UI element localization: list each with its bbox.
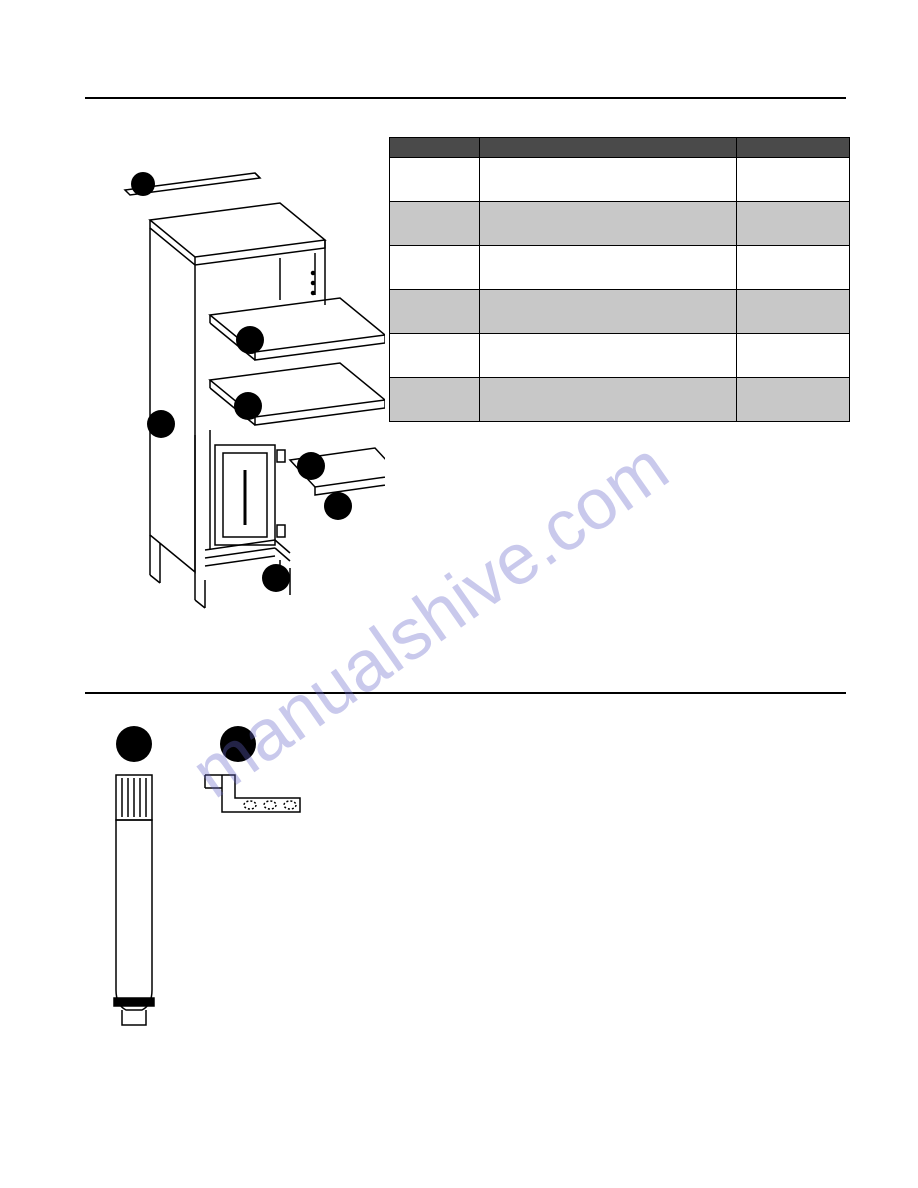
part-marker [234,392,262,420]
table-row [390,378,850,422]
table-row [390,334,850,378]
hardware-pen-illustration [108,770,160,1035]
part-marker [324,492,352,520]
table-header-cell [480,138,737,158]
table-row [390,202,850,246]
table-row [390,158,850,202]
table-row [390,290,850,334]
part-marker [131,172,155,196]
part-marker [236,326,264,354]
table-header-cell [737,138,850,158]
part-marker [147,410,175,438]
parts-table [389,137,850,422]
part-marker [297,452,325,480]
cabinet-illustration [95,155,385,625]
part-marker [262,564,290,592]
section-divider-1 [85,97,846,99]
hardware-marker [220,726,256,762]
section-divider-2 [85,692,846,694]
table-header-row [390,138,850,158]
table-row [390,246,850,290]
hardware-bracket-illustration [200,770,310,830]
hardware-marker [116,726,152,762]
table-header-cell [390,138,480,158]
